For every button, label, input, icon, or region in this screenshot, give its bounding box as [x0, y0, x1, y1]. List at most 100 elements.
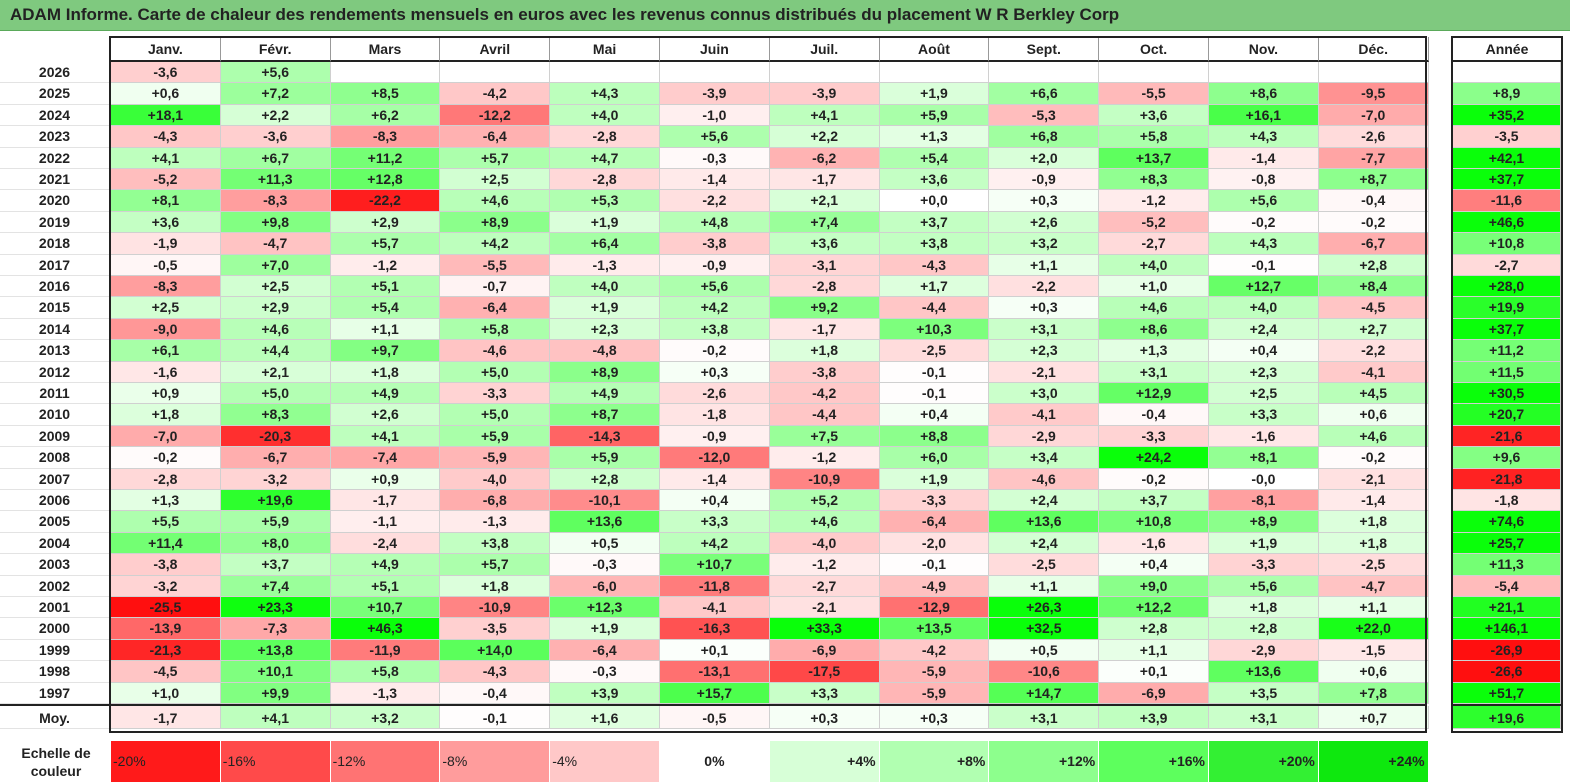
annual-cell: +46,6 [1453, 211, 1561, 234]
year-label: 2022 [0, 148, 109, 169]
heatmap-cell: -6,7 [1318, 233, 1429, 255]
heatmap-cell: +3,8 [879, 233, 990, 255]
annual-cell: -26,6 [1453, 661, 1561, 683]
month-header: Juil. [769, 37, 880, 62]
heatmap-cell: -2,1 [989, 361, 1100, 383]
annual-header: Année [1453, 37, 1561, 62]
heatmap-cell: -10,6 [989, 661, 1100, 683]
year-label: 2004 [0, 533, 109, 555]
heatmap-cell: -21,3 [111, 639, 221, 662]
heatmap-cell: -17,5 [769, 661, 880, 683]
heatmap-cell: -5,9 [440, 447, 551, 469]
heatmap-cell: -5,3 [989, 104, 1100, 127]
heatmap-cell: +2,8 [1209, 618, 1319, 640]
year-label: 2018 [0, 233, 109, 255]
heatmap-cell: -2,8 [550, 169, 660, 191]
heatmap-cell: +5,6 [1209, 190, 1319, 212]
heatmap-cell: +0,5 [550, 532, 660, 555]
heatmap-cell: +22,0 [1318, 618, 1429, 640]
month-header: Mars [330, 37, 441, 62]
heatmap-cell: +3,3 [769, 682, 880, 704]
heatmap-cell: +14,0 [440, 639, 551, 662]
heatmap-cell: +9,7 [330, 340, 441, 362]
heatmap-cell: +4,1 [769, 104, 880, 127]
month-header: Janv. [111, 37, 221, 62]
heatmap-cell: +4,0 [550, 276, 660, 298]
heatmap-cell: -10,9 [440, 597, 551, 619]
heatmap-cell: -2,2 [660, 190, 770, 212]
heatmap-cell: -2,5 [989, 554, 1100, 576]
year-label: 2000 [0, 618, 109, 640]
year-label: 2006 [0, 490, 109, 512]
heatmap-cell: +18,1 [111, 104, 221, 127]
heatmap-cell: +4,2 [660, 297, 770, 319]
average-cell: +3,1 [989, 706, 1100, 730]
heatmap-cell: +6,2 [330, 104, 441, 127]
annual-cell: -26,9 [1453, 639, 1561, 662]
heatmap-cell: -1,4 [660, 169, 770, 191]
heatmap-cell [1318, 62, 1429, 84]
heatmap-cell: +23,3 [220, 597, 331, 619]
heatmap-cell: +8,7 [550, 404, 660, 426]
heatmap-cell: +3,1 [1099, 361, 1209, 383]
heatmap-cell: +10,8 [1099, 511, 1209, 533]
heatmap-cell: +1,1 [1318, 597, 1429, 619]
heatmap-cell: +1,3 [879, 126, 990, 148]
legend-step: +8% [879, 741, 990, 782]
heatmap-cell: +8,7 [1318, 169, 1429, 191]
heatmap-cell: -5,5 [440, 254, 551, 276]
legend-step: -20% [111, 741, 221, 782]
legend-step: +20% [1209, 741, 1319, 782]
heatmap-cell: -1,2 [769, 554, 880, 576]
heatmap-cell: +4,2 [440, 233, 551, 255]
heatmap-cell: -6,4 [440, 126, 551, 148]
heatmap-cell: +16,1 [1209, 104, 1319, 127]
heatmap-cell: -1,3 [440, 511, 551, 533]
heatmap-cell: -0,3 [550, 661, 660, 683]
heatmap-cell [879, 62, 990, 84]
heatmap-cell: -7,7 [1318, 147, 1429, 169]
heatmap-cell: +1,1 [1099, 639, 1209, 662]
annual-cell: +28,0 [1453, 276, 1561, 298]
heatmap-cell: +4,9 [330, 554, 441, 576]
heatmap-cell [769, 62, 880, 84]
heatmap-cell: +3,7 [1099, 490, 1209, 512]
heatmap-cell: -0,2 [1318, 447, 1429, 469]
heatmap-cell: +13,8 [220, 639, 331, 662]
heatmap-cell: -4,7 [1318, 575, 1429, 597]
heatmap-cell: -4,2 [879, 639, 990, 662]
month-header: Déc. [1318, 37, 1429, 62]
average-cell: -0,5 [660, 706, 770, 730]
heatmap-cell: +8,9 [440, 211, 551, 234]
heatmap-cell: -6,4 [879, 511, 990, 533]
legend-step: +12% [989, 741, 1100, 782]
heatmap-cell: -5,9 [879, 682, 990, 704]
annual-cell: +11,3 [1453, 554, 1561, 576]
annual-cell: +30,5 [1453, 383, 1561, 405]
annual-cell [1453, 62, 1561, 84]
heatmap-cell: +0,4 [1209, 340, 1319, 362]
heatmap-cell: +1,8 [111, 404, 221, 426]
heatmap-cell: +5,2 [769, 490, 880, 512]
heatmap-cell: -5,2 [1099, 211, 1209, 234]
heatmap-cell: +2,5 [220, 276, 331, 298]
heatmap-cell: -3,3 [1209, 554, 1319, 576]
year-label: 2023 [0, 126, 109, 148]
heatmap-cell: +4,1 [330, 425, 441, 448]
heatmap-cell: -6,0 [550, 575, 660, 597]
average-cell: +3,1 [1209, 706, 1319, 730]
heatmap-cell: -1,6 [1099, 532, 1209, 555]
heatmap-cell: +11,3 [220, 169, 331, 191]
heatmap-cell: -0,2 [1099, 468, 1209, 490]
year-label: 2012 [0, 362, 109, 383]
heatmap-cell: -0,3 [660, 147, 770, 169]
annual-cell: +19,9 [1453, 297, 1561, 319]
year-label: 2007 [0, 469, 109, 490]
heatmap-cell: -1,7 [330, 490, 441, 512]
heatmap-cell: +5,8 [330, 661, 441, 683]
chart-title: ADAM Informe. Carte de chaleur des rende… [10, 5, 1120, 24]
heatmap-cell: +5,7 [330, 233, 441, 255]
heatmap-cell: +1,1 [989, 254, 1100, 276]
heatmap-cell: +2,7 [1318, 318, 1429, 341]
heatmap-cell: +3,6 [769, 233, 880, 255]
